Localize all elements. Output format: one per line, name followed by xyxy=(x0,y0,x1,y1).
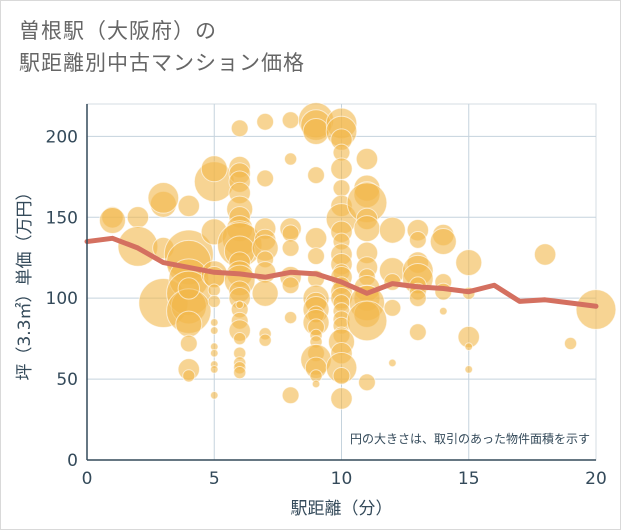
data-bubble xyxy=(258,333,272,347)
data-bubble xyxy=(98,207,126,235)
data-bubble xyxy=(256,169,275,188)
average-trend-line xyxy=(84,235,599,309)
data-bubble xyxy=(209,348,219,358)
data-bubble xyxy=(439,306,448,316)
data-bubble xyxy=(209,390,219,400)
data-bubble xyxy=(408,323,427,342)
data-bubble xyxy=(230,119,249,138)
data-bubble xyxy=(209,365,219,374)
data-bubble xyxy=(233,366,247,380)
data-bubble xyxy=(307,166,325,185)
data-bubble xyxy=(311,379,321,389)
y-tick-label: 100 xyxy=(46,289,78,309)
x-axis-title: 駅距離（分） xyxy=(291,499,393,519)
data-bubble xyxy=(256,112,275,131)
chart-title: 曽根駅（大阪府）の 駅距離別中古マンション価格 xyxy=(19,15,305,79)
data-bubble xyxy=(281,239,300,257)
data-bubble xyxy=(346,300,388,342)
data-bubble xyxy=(182,369,196,383)
x-tick-label: 15 xyxy=(458,469,480,489)
data-bubble xyxy=(307,247,325,266)
y-tick-label: 50 xyxy=(56,370,78,390)
data-bubble xyxy=(330,387,353,410)
data-bubble xyxy=(251,279,279,307)
data-bubble xyxy=(353,215,381,243)
data-bubble xyxy=(284,152,298,166)
data-bubble xyxy=(207,283,221,297)
data-bubble xyxy=(563,336,578,351)
data-bubble xyxy=(455,249,483,277)
bubble-layer xyxy=(98,102,617,410)
x-tick-label: 0 xyxy=(82,469,93,489)
data-bubble xyxy=(358,373,376,392)
data-bubble xyxy=(175,310,203,338)
data-bubble xyxy=(355,147,379,171)
y-tick-label: 150 xyxy=(46,208,78,228)
data-bubble xyxy=(179,334,198,353)
data-bubble xyxy=(533,243,557,266)
data-bubble xyxy=(177,194,201,218)
data-bubble xyxy=(253,261,277,284)
data-bubble xyxy=(200,155,228,183)
data-bubble xyxy=(332,179,351,198)
y-tick-label: 0 xyxy=(67,451,78,471)
y-axis-title: 坪（3.3㎡）単価（万円） xyxy=(15,183,35,380)
data-bubble xyxy=(302,118,330,146)
data-bubble xyxy=(147,182,180,214)
y-tick-label: 200 xyxy=(46,127,78,147)
data-bubble xyxy=(429,228,457,256)
data-bubble xyxy=(388,358,397,368)
data-bubble xyxy=(408,231,427,249)
data-bubble xyxy=(235,300,244,309)
data-bubble xyxy=(332,366,351,385)
data-bubble xyxy=(304,227,328,250)
data-bubble xyxy=(383,298,402,317)
data-bubble xyxy=(464,365,474,374)
bubble-size-note: 円の大きさは、取引のあった物件面積を示す xyxy=(350,431,590,446)
data-bubble xyxy=(233,332,247,346)
data-bubble xyxy=(209,318,219,327)
x-tick-label: 10 xyxy=(331,469,353,489)
chart-title-line2: 駅距離別中古マンション価格 xyxy=(19,51,305,75)
data-bubble xyxy=(281,386,300,405)
data-bubble xyxy=(378,216,406,244)
data-bubble xyxy=(177,277,201,300)
data-bubble xyxy=(281,276,300,295)
data-bubble xyxy=(126,206,150,229)
data-bubble xyxy=(330,157,353,180)
data-bubble xyxy=(464,342,474,352)
data-bubble xyxy=(284,311,298,325)
data-bubble xyxy=(575,289,617,330)
chart-title-line1: 曽根駅（大阪府）の xyxy=(19,19,217,43)
x-tick-label: 20 xyxy=(585,469,607,489)
data-bubble xyxy=(207,294,221,309)
data-bubble xyxy=(281,111,300,130)
x-tick-label: 5 xyxy=(209,469,220,489)
data-bubble xyxy=(209,326,219,335)
data-bubble xyxy=(408,289,427,308)
